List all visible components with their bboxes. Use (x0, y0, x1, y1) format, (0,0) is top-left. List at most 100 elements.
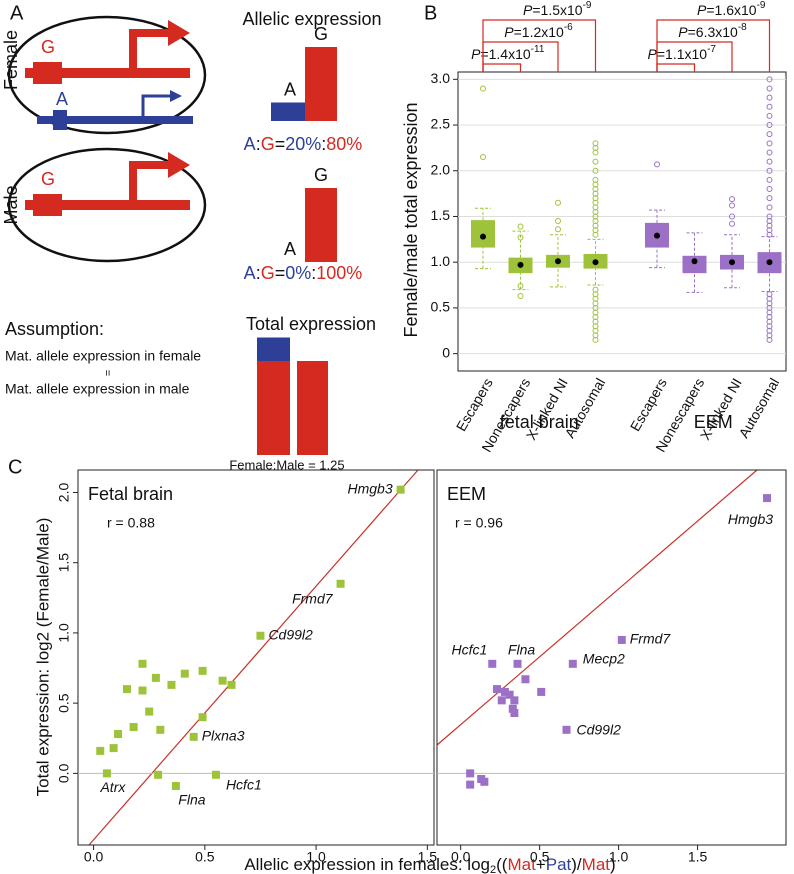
cell (7, 15, 207, 135)
cell (7, 147, 207, 263)
p-symbol: P (471, 46, 481, 62)
x-title-part: )/ (571, 855, 582, 874)
plot-title: EEM (447, 484, 486, 504)
point-label: Frmd7 (630, 631, 672, 647)
point (227, 680, 236, 689)
x-tick-label: 0.5 (530, 849, 550, 865)
point (763, 494, 772, 503)
y-axis-title: Female/male total expression (401, 102, 421, 337)
row-label: Female (1, 30, 21, 90)
p-exponent: -9 (583, 0, 592, 11)
point (145, 707, 154, 716)
point-label: Mecp2 (583, 651, 625, 667)
outlier (766, 131, 773, 138)
ratio-part: G (261, 134, 275, 154)
p-symbol: P (504, 24, 514, 40)
outlier (766, 76, 773, 83)
x-tick-label: 0.5 (195, 849, 215, 865)
point (218, 676, 227, 685)
group-label: fetal brain (500, 412, 579, 432)
outlier (766, 176, 773, 183)
point (513, 659, 522, 668)
point (521, 675, 530, 684)
point-label: Hmgb3 (347, 480, 392, 496)
outlier (729, 220, 735, 227)
row-label: Male (1, 185, 21, 224)
total-bar (257, 361, 290, 455)
y-tick-label: 1.0 (56, 623, 72, 643)
outlier (592, 167, 599, 174)
x-tick-label: Escapers (453, 375, 496, 434)
x-title-part: + (536, 855, 546, 874)
point-label: Atrx (99, 779, 126, 795)
bar-label: A (284, 239, 296, 259)
outlier (517, 234, 524, 241)
ratio-part: : (256, 134, 261, 154)
outlier (592, 158, 599, 165)
outlier (766, 195, 773, 202)
panel-letter: C (8, 456, 22, 478)
gene-box (33, 194, 62, 216)
fit-line (436, 469, 758, 746)
point (480, 777, 489, 786)
assumption-line: Mat. allele expression in female (5, 348, 201, 364)
group-label: EEM (694, 412, 733, 432)
p-value: P=1.1x10-7 (648, 44, 717, 62)
p-value: P=1.5x10-9 (523, 0, 592, 18)
y-tick-label: 3.0 (431, 70, 451, 86)
p-exponent: -11 (531, 44, 545, 55)
assumption-line: Mat. allele expression in male (5, 381, 190, 397)
point (568, 659, 577, 668)
outlier (517, 223, 524, 230)
y-axis-title: Total expression: log2 (Female/Male) (33, 518, 52, 797)
x-tick-label: 1.0 (306, 849, 326, 865)
outlier (555, 226, 561, 233)
x-tick-label: 1.0 (609, 849, 629, 865)
p-value: P=6.3x10-8 (678, 22, 747, 40)
ratio-part: = (275, 263, 286, 283)
ratio: A:G=0%:100% (244, 263, 363, 283)
plot-frame (457, 71, 787, 372)
point (505, 690, 514, 699)
arrow-head (168, 20, 190, 46)
caption: Female:Male = 1.25 (229, 457, 344, 472)
panel-letter: A (10, 2, 24, 24)
x-tick-label: 0.0 (84, 849, 104, 865)
bar-label: A (284, 79, 296, 99)
y-tick-label: 2.5 (431, 116, 451, 132)
ratio-part: A (244, 263, 256, 283)
p-text: =6.3x10 (688, 24, 738, 40)
allele: G (41, 169, 55, 189)
median (654, 232, 660, 239)
gene-box (33, 62, 62, 84)
outlier (766, 103, 773, 110)
p-symbol: P (648, 46, 658, 62)
outlier (517, 282, 524, 289)
ratio-part: A (244, 134, 256, 154)
allele-bar (305, 47, 337, 121)
assumption-title: Assumption: (5, 319, 104, 339)
arrow (129, 161, 170, 202)
p-value: P=1.4x10-11 (471, 44, 545, 62)
outlier (729, 202, 735, 209)
median (555, 258, 561, 265)
p-value: P=1.2x10-6 (504, 22, 573, 40)
outlier (555, 199, 561, 206)
significance-bracket (656, 63, 696, 72)
point (138, 659, 147, 668)
x-tick-label: Escapers (627, 375, 670, 434)
point (138, 686, 147, 695)
p-text: =1.5x10 (532, 2, 582, 18)
y-tick-label: 0 (442, 344, 450, 360)
p-text: =1.1x10 (657, 46, 707, 62)
point (189, 732, 198, 741)
annotation: r = 0.88 (107, 515, 155, 531)
y-tick-label: 2.0 (431, 161, 451, 177)
point (198, 713, 207, 722)
outlier (766, 336, 773, 343)
point-label: Hcfc1 (451, 642, 487, 658)
outlier (555, 218, 561, 225)
arrow (141, 94, 172, 116)
outlier (592, 231, 599, 238)
